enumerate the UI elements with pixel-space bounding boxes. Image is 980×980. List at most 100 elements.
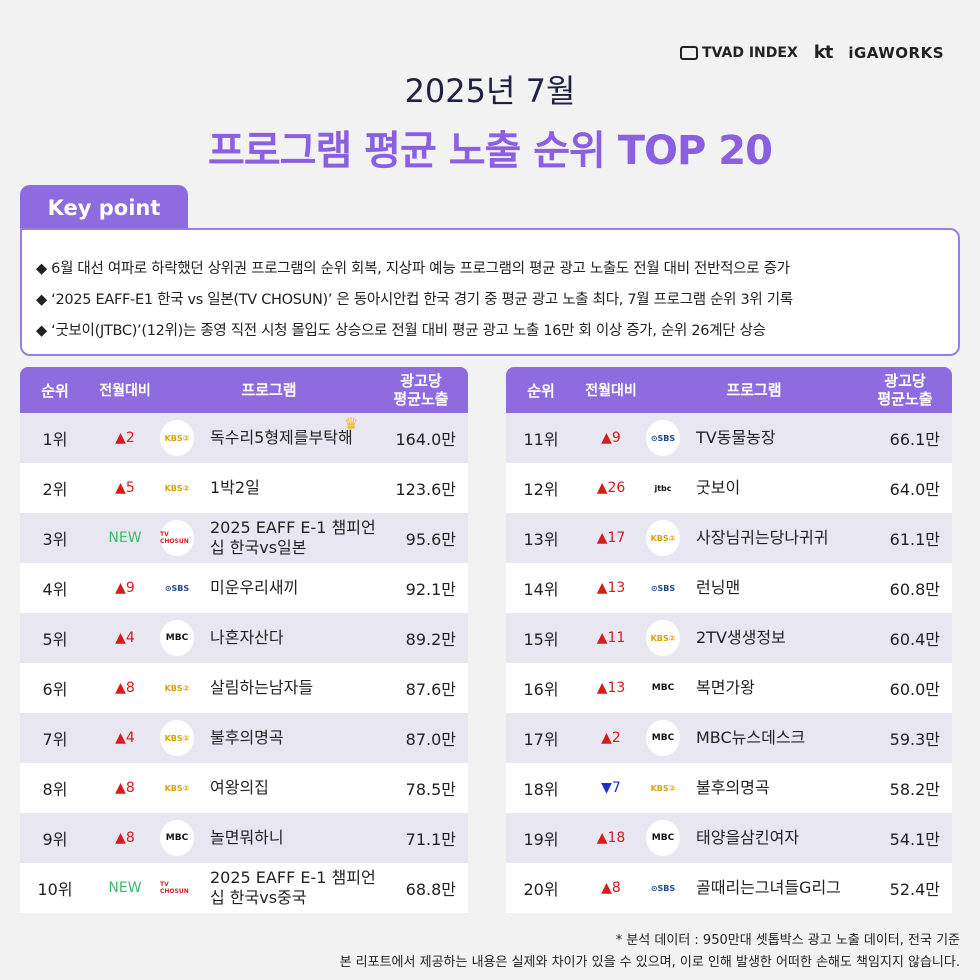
channel-logo-cell: ⊙SBS xyxy=(646,570,680,606)
value-cell: 60.4만 xyxy=(889,630,940,649)
change-cell: ▲26 xyxy=(596,480,626,496)
channel-logo-mbc: MBC xyxy=(160,620,194,656)
table-row: 5위 ▲4 MBC 나혼자산다 89.2만 xyxy=(20,613,468,663)
value-cell: 89.2만 xyxy=(405,630,456,649)
program-name: 골때리는그녀들G리그 xyxy=(696,878,841,897)
program-name: 2025 EAFF E-1 챔피언십 한국vs중국 xyxy=(210,868,376,907)
program-name: TV동물농장 xyxy=(696,428,776,447)
page-title: 2025년 7월 xyxy=(404,72,576,110)
rank-cell: 9위 xyxy=(42,830,68,849)
program-cell: 여왕의집 xyxy=(194,778,378,798)
program-cell: 놀면뭐하니 xyxy=(194,828,378,848)
rank-cell: 8위 xyxy=(42,780,68,799)
value-cell: 59.3만 xyxy=(889,730,940,749)
program-cell: TV동물농장 xyxy=(680,428,862,448)
header-value: 광고당 평균노출 xyxy=(378,372,468,408)
program-name: 불후의명곡 xyxy=(696,778,770,797)
channel-logo-cell: KBS② xyxy=(160,720,194,756)
header-rank: 순위 xyxy=(527,381,555,400)
change-cell: ▲8 xyxy=(115,830,135,846)
channel-logo-sbs: ⊙SBS xyxy=(646,420,680,456)
channel-logo-cell: MBC xyxy=(160,820,194,856)
rank-cell: 1위 xyxy=(42,430,68,449)
change-cell: ▼7 xyxy=(601,780,621,796)
table-row: 3위 NEW TV CHOSUN 2025 EAFF E-1 챔피언십 한국vs일본 9… xyxy=(20,513,468,563)
program-name: 놀면뭐하니 xyxy=(210,828,284,847)
channel-logo-mbc: MBC xyxy=(646,720,680,756)
program-cell: 2025 EAFF E-1 챔피언십 한국vs중국 xyxy=(194,868,378,908)
channel-logo-cell: KBS② xyxy=(160,670,194,706)
table-body: 11위 ▲9 ⊙SBS TV동물농장 66.1만 12위 ▲26 jtbc 굿보이 64.0만 13… xyxy=(506,413,952,913)
rank-cell: 2위 xyxy=(42,480,68,499)
value-cell: 95.6만 xyxy=(405,530,456,549)
program-cell: 미운우리새끼 xyxy=(194,578,378,598)
change-cell: ▲5 xyxy=(115,480,135,496)
value-cell: 60.0만 xyxy=(889,680,940,699)
brand-logos: TVAD INDEX kt iGAWORKS xyxy=(680,42,944,63)
change-cell: ▲4 xyxy=(115,630,135,646)
program-cell: 1박2일 xyxy=(194,478,378,498)
table-row: 17위 ▲2 MBC MBC뉴스데스크 59.3만 xyxy=(506,713,952,763)
table-row: 7위 ▲4 KBS② 불후의명곡 87.0만 xyxy=(20,713,468,763)
footer-notes: * 분석 데이터 : 950만대 셋톱박스 광고 노출 데이터, 전국 기준 본… xyxy=(340,930,960,974)
change-cell: ▲2 xyxy=(601,730,621,746)
rank-cell: 7위 xyxy=(42,730,68,749)
value-cell: 64.0만 xyxy=(889,480,940,499)
channel-logo-cell: ⊙SBS xyxy=(160,570,194,606)
channel-logo-cell: KBS② xyxy=(646,520,680,556)
channel-logo-cell: ⊙SBS xyxy=(646,420,680,456)
program-name: 2TV생생정보 xyxy=(696,628,786,647)
rank-cell: 10위 xyxy=(37,880,73,899)
header-value-line1: 광고당 xyxy=(884,372,926,390)
change-cell: ▲9 xyxy=(601,430,621,446)
value-cell: 52.4만 xyxy=(889,880,940,899)
channel-logo-cell: TV CHOSUN xyxy=(160,870,194,906)
program-cell: 불후의명곡 xyxy=(194,728,378,748)
value-cell: 71.1만 xyxy=(405,830,456,849)
header-value: 광고당 평균노출 xyxy=(862,372,952,408)
channel-logo-jtbc: jtbc xyxy=(646,470,680,506)
rank-cell: 11위 xyxy=(523,430,559,449)
table-row: 13위 ▲17 KBS② 사장님귀는당나귀귀 61.1만 xyxy=(506,513,952,563)
table-row: 10위 NEW TV CHOSUN 2025 EAFF E-1 챔피언십 한국vs중국… xyxy=(20,863,468,913)
channel-logo-cell: KBS② xyxy=(646,620,680,656)
change-cell: ▲8 xyxy=(115,680,135,696)
channel-logo-cell: jtbc xyxy=(646,470,680,506)
table-header: 순위 전월대비 프로그램 광고당 평균노출 xyxy=(506,367,952,413)
tvad-text: TVAD INDEX xyxy=(702,44,798,61)
header-rank: 순위 xyxy=(41,381,69,400)
keypoint-label: Key point xyxy=(20,185,188,230)
program-cell: 2TV생생정보 xyxy=(680,628,862,648)
program-name: 여왕의집 xyxy=(210,778,269,797)
program-cell: 불후의명곡 xyxy=(680,778,862,798)
rank-cell: 16위 xyxy=(523,680,559,699)
channel-logo-cell: KBS② xyxy=(646,770,680,806)
rank-cell: 15위 xyxy=(523,630,559,649)
rank-cell: 19위 xyxy=(523,830,559,849)
program-name: 복면가왕 xyxy=(696,678,755,697)
keypoint-box: ◆ 6월 대선 여파로 하락했던 상위권 프로그램의 순위 회복, 지상파 예능… xyxy=(20,228,960,356)
channel-logo-chosun: TV CHOSUN xyxy=(160,870,194,906)
rank-cell: 6위 xyxy=(42,680,68,699)
table-row: 14위 ▲13 ⊙SBS 런닝맨 60.8만 xyxy=(506,563,952,613)
change-cell: ▲11 xyxy=(596,630,626,646)
header-value-line2: 평균노출 xyxy=(393,390,449,408)
program-name: 런닝맨 xyxy=(696,578,741,597)
change-cell: NEW xyxy=(108,880,142,896)
channel-logo-cell: MBC xyxy=(646,820,680,856)
program-name: MBC뉴스데스크 xyxy=(696,728,806,747)
channel-logo-kbs: KBS② xyxy=(160,420,194,456)
keypoint-item: ◆ ‘굿보이(JTBC)’(12위)는 종영 직전 시청 몰입도 상승으로 전월… xyxy=(36,323,766,339)
channel-logo-cell: MBC xyxy=(160,620,194,656)
program-name: 살림하는남자들 xyxy=(210,678,314,697)
program-name: 태양을삼킨여자 xyxy=(696,828,800,847)
tv-icon xyxy=(680,45,699,60)
change-cell: ▲13 xyxy=(596,680,626,696)
channel-logo-cell: ⊙SBS xyxy=(646,870,680,906)
channel-logo-cell: KBS② xyxy=(160,770,194,806)
change-cell: ▲17 xyxy=(596,530,626,546)
header-program: 프로그램 xyxy=(726,381,782,399)
table-body: 1위 ▲2 KBS② 독수리5형제를부탁해 ♛ 164.0만 2위 ▲5 KBS② 1박2일 123… xyxy=(20,413,468,913)
channel-logo-mbc: MBC xyxy=(646,670,680,706)
table-row: 2위 ▲5 KBS② 1박2일 123.6만 xyxy=(20,463,468,513)
